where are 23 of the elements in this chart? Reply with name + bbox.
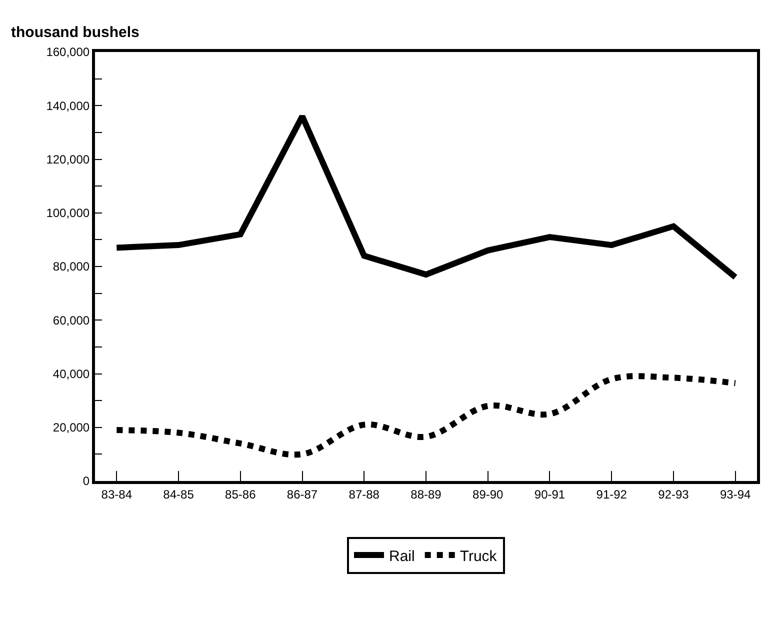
y-tick-label: 80,000 — [52, 260, 90, 274]
legend-label: Rail — [389, 548, 415, 565]
legend-label: Truck — [460, 548, 498, 565]
y-axis-title: thousand bushels — [11, 24, 140, 41]
x-tick-label: 86-87 — [286, 487, 318, 502]
x-tick-label: 83-84 — [101, 487, 132, 502]
x-tick-label: 85-86 — [225, 487, 256, 502]
x-tick-label: 93-94 — [720, 487, 752, 502]
x-tick-label: 92-93 — [658, 487, 690, 502]
y-tick-label: 140,000 — [46, 98, 90, 113]
x-tick-label: 90-91 — [534, 487, 566, 502]
y-tick-label: 160,000 — [46, 45, 90, 60]
y-tick-label: 100,000 — [46, 206, 90, 220]
y-tick-label: 20,000 — [52, 420, 90, 435]
x-tick-label: 87-88 — [348, 487, 380, 502]
y-tick-label: 0 — [82, 474, 90, 488]
x-tick-label: 91-92 — [596, 487, 628, 502]
y-tick-label: 40,000 — [52, 366, 90, 381]
y-tick-label: 60,000 — [52, 313, 90, 328]
x-tick-label: 89-90 — [472, 487, 504, 502]
x-tick-label: 88-89 — [410, 487, 442, 502]
y-tick-label: 120,000 — [46, 152, 90, 166]
x-tick-label: 84-85 — [163, 487, 194, 502]
